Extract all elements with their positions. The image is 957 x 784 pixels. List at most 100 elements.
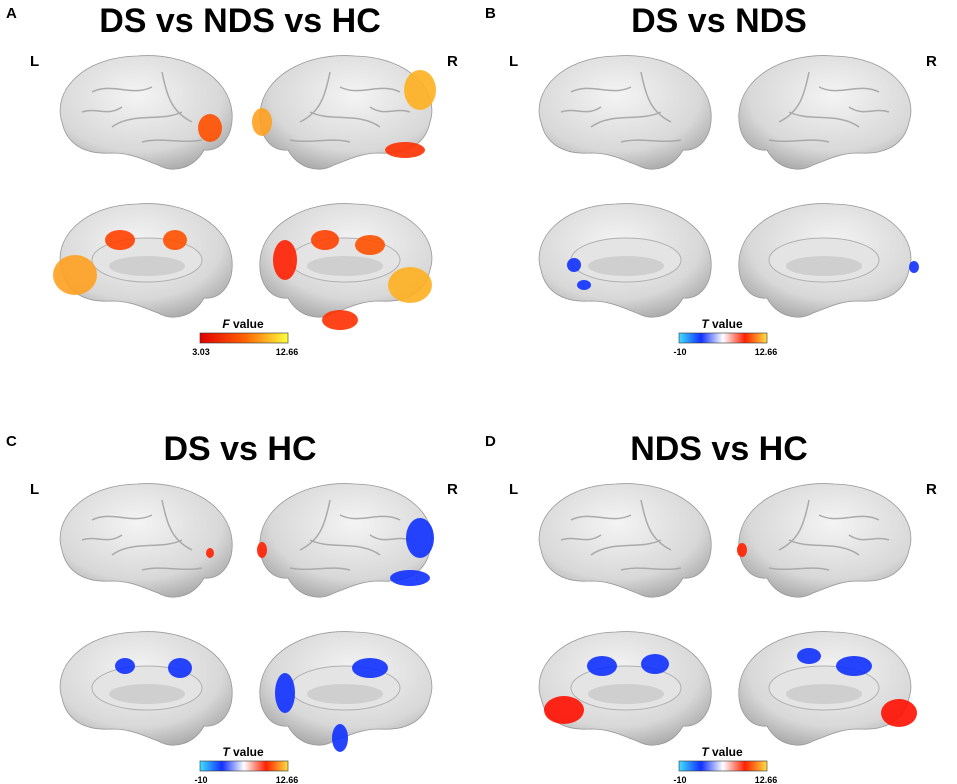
sulcus xyxy=(91,86,153,93)
colorbar-min: -10 xyxy=(673,347,686,357)
brain-surface xyxy=(738,483,912,598)
colorbar-max: 12.66 xyxy=(755,347,778,357)
colorbar-text: value xyxy=(233,745,264,759)
colorbar-symbol: T xyxy=(222,745,231,759)
lateral-view xyxy=(59,483,233,598)
colorbar-max: 12.66 xyxy=(755,775,778,784)
activation xyxy=(577,280,591,290)
colorbar-symbol: T xyxy=(701,745,710,759)
left-label: L xyxy=(509,481,518,498)
activation xyxy=(53,255,97,295)
sulcus xyxy=(81,106,123,113)
panel: D NDS vs HC L R T value -10 12.66 xyxy=(485,430,937,784)
activation xyxy=(163,230,187,250)
ventricle xyxy=(588,256,664,276)
sulcus xyxy=(768,139,830,143)
lateral-view xyxy=(738,55,912,170)
panel-letter: B xyxy=(485,5,496,22)
sulcus xyxy=(640,499,672,551)
sulcus xyxy=(91,514,153,521)
sulcus xyxy=(640,71,672,123)
colorbar xyxy=(199,760,289,772)
panel-letter: A xyxy=(6,5,17,22)
sulcus xyxy=(788,539,860,556)
sulcus xyxy=(81,534,123,541)
activation xyxy=(836,656,872,676)
panel-title: NDS vs HC xyxy=(630,430,808,468)
panel-title: DS vs HC xyxy=(163,430,316,468)
medial-view xyxy=(738,203,912,318)
activation xyxy=(352,658,388,678)
sulcus xyxy=(339,86,401,93)
right-label: R xyxy=(926,53,937,70)
sulcus xyxy=(339,514,401,521)
medial-view xyxy=(59,631,233,746)
medial-view xyxy=(538,631,712,746)
sulcus xyxy=(309,111,381,128)
sulcus xyxy=(590,111,662,128)
sulcus xyxy=(788,111,860,128)
brain-surface xyxy=(59,55,233,170)
brain-surface xyxy=(59,483,233,598)
sulcus xyxy=(289,567,351,571)
lateral-view xyxy=(538,55,712,170)
medial-view xyxy=(538,203,712,318)
activation xyxy=(273,240,297,280)
colorbar xyxy=(678,760,768,772)
ventricle xyxy=(588,684,664,704)
brain-surface xyxy=(538,483,712,598)
left-label: L xyxy=(509,53,518,70)
right-label: R xyxy=(447,481,458,498)
activation xyxy=(198,114,222,142)
ventricle xyxy=(109,256,185,276)
activation xyxy=(252,108,272,136)
colorbar-max: 12.66 xyxy=(276,775,299,784)
panel-title: DS vs NDS vs HC xyxy=(99,2,381,40)
sulcus xyxy=(299,499,331,551)
activation xyxy=(115,658,135,674)
sulcus xyxy=(309,539,381,556)
sulcus xyxy=(848,534,890,541)
activation xyxy=(388,267,432,303)
sulcus xyxy=(590,539,662,556)
sulcus xyxy=(560,534,602,541)
sulcus xyxy=(570,86,632,93)
colorbar-label: T value xyxy=(701,745,743,759)
brain-surface xyxy=(538,55,712,170)
panel: C DS vs HC L R T value -10 12.66 xyxy=(6,430,458,784)
sulcus xyxy=(141,139,203,143)
sulcus xyxy=(369,106,411,113)
sulcus xyxy=(620,139,682,143)
activation xyxy=(587,656,617,676)
colorbar-text: value xyxy=(712,317,743,331)
lateral-view xyxy=(538,483,712,598)
right-label: R xyxy=(447,53,458,70)
activation xyxy=(105,230,135,250)
activation xyxy=(257,542,267,558)
lateral-view xyxy=(738,483,912,598)
colorbar-label: F value xyxy=(222,317,264,331)
activation xyxy=(567,258,581,272)
colorbar-min: 3.03 xyxy=(192,347,210,357)
panel-letter: D xyxy=(485,433,496,450)
colorbar-symbol: T xyxy=(701,317,710,331)
panel-letter: C xyxy=(6,433,17,450)
ventricle xyxy=(307,684,383,704)
colorbar-label: T value xyxy=(222,745,264,759)
sulcus xyxy=(161,499,193,551)
activation xyxy=(322,310,358,330)
right-label: R xyxy=(926,481,937,498)
activation xyxy=(355,235,385,255)
colorbar xyxy=(678,332,768,344)
sulcus xyxy=(299,71,331,123)
sulcus xyxy=(161,71,193,123)
activation xyxy=(797,648,821,664)
lateral-view xyxy=(259,55,433,170)
activation xyxy=(311,230,339,250)
sulcus xyxy=(141,567,203,571)
activation xyxy=(909,261,919,273)
panel: B DS vs NDS L R T value -10 12.66 xyxy=(485,2,937,357)
activation xyxy=(404,70,436,110)
ventricle xyxy=(786,256,862,276)
